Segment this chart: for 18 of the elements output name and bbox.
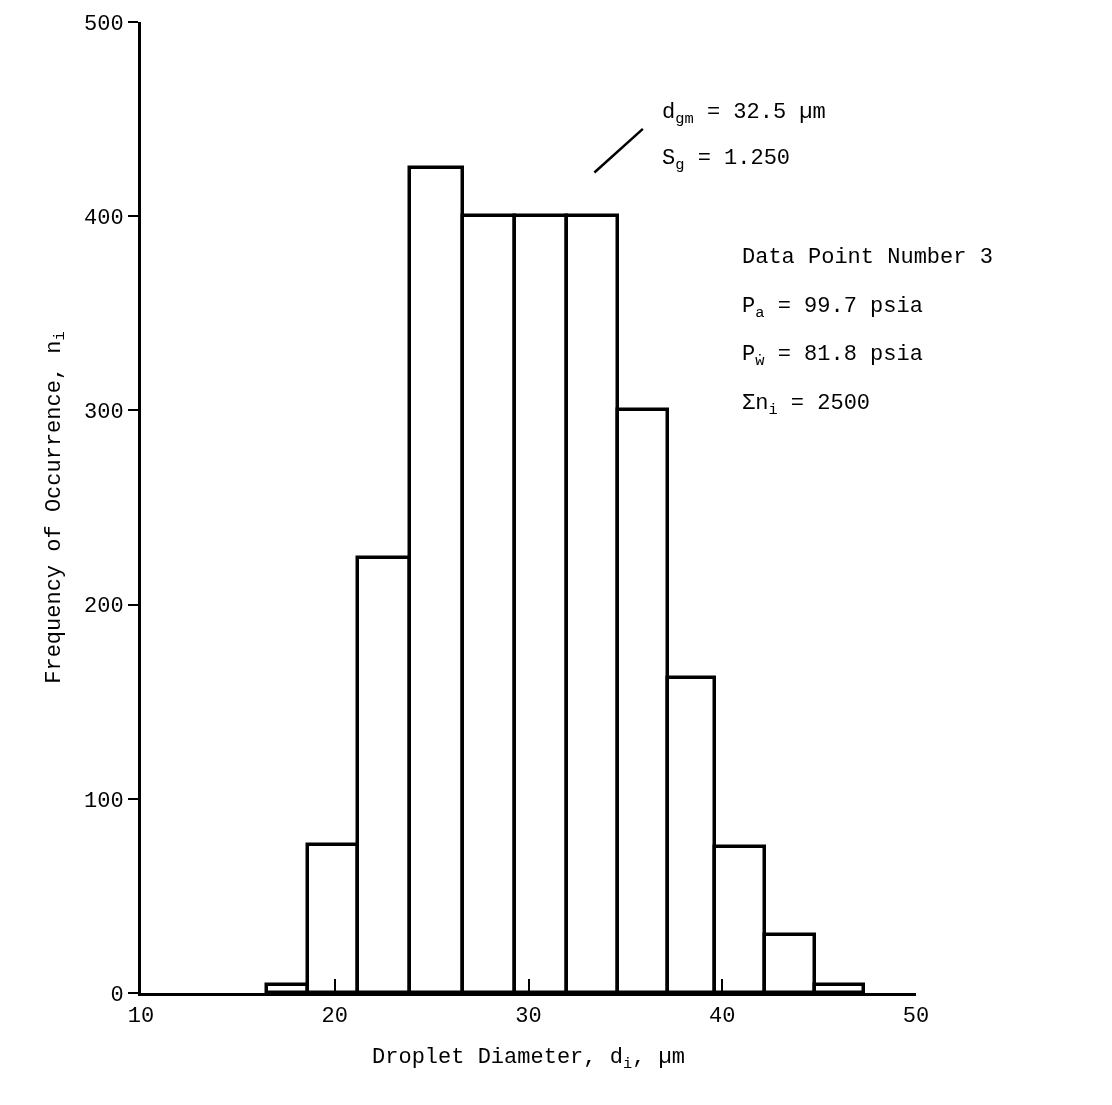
y-tick-label: 0	[110, 982, 124, 1008]
y-tick-label: 100	[83, 788, 124, 814]
annotation: P$_{ẇ}$ = 81.8 psia	[742, 342, 923, 370]
x-tick-label: 50	[902, 1004, 930, 1030]
annotation: Data Point Number 3	[742, 245, 993, 270]
y-tick-label: 400	[83, 205, 124, 231]
y-tick-label: 300	[83, 400, 124, 426]
x-axis-title: Droplet Diameter, d$_{i}$, µm	[372, 1045, 685, 1073]
x-tick-label: 40	[709, 1004, 736, 1030]
x-tick-label: 30	[515, 1004, 542, 1030]
annotation: P$_{a}$ = 99.7 psia	[742, 294, 923, 322]
x-tick-label: 20	[321, 1004, 348, 1030]
x-tick-label: 10	[127, 1004, 155, 1030]
annotation: d$_{gm}$ = 32.5 µm	[662, 100, 826, 128]
y-tick-label: 200	[83, 594, 124, 620]
annotation: S$_{g}$ = 1.250	[662, 146, 791, 174]
annotation: Σn$_{i}$ = 2500	[742, 391, 871, 419]
y-tick-label: 500	[83, 11, 124, 37]
